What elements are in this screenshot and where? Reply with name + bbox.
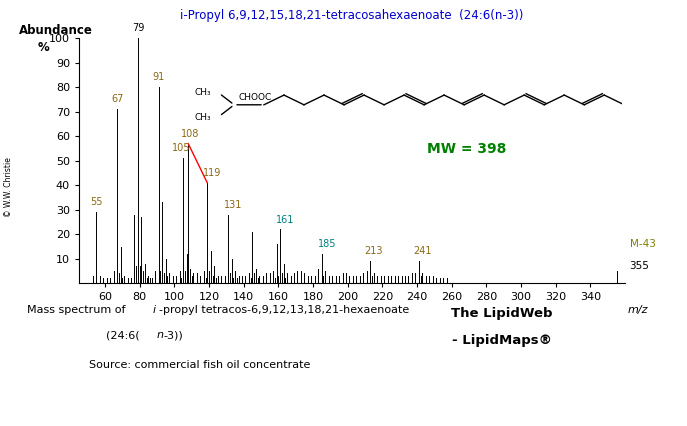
Text: 91: 91 — [153, 72, 165, 83]
Text: 105: 105 — [172, 144, 190, 153]
Text: Mass spectrum of: Mass spectrum of — [27, 305, 129, 314]
Text: (24:6(: (24:6( — [106, 330, 140, 340]
Text: © W.W. Christie: © W.W. Christie — [3, 158, 13, 217]
Text: 55: 55 — [90, 197, 102, 207]
Text: CH₃: CH₃ — [194, 87, 211, 97]
Text: 131: 131 — [224, 200, 243, 210]
Text: Abundance: Abundance — [19, 23, 93, 37]
Text: - LipidMaps®: - LipidMaps® — [451, 334, 552, 348]
Text: -propyl tetracos-6,9,12,13,18,21-hexaenoate: -propyl tetracos-6,9,12,13,18,21-hexaeno… — [159, 305, 409, 314]
Text: %: % — [38, 41, 49, 54]
Text: 213: 213 — [365, 246, 383, 256]
Text: MW = 398: MW = 398 — [427, 142, 506, 156]
Text: M-43: M-43 — [629, 239, 655, 249]
Text: The LipidWeb: The LipidWeb — [451, 307, 552, 320]
Text: 79: 79 — [132, 23, 144, 34]
Text: -3)): -3)) — [164, 330, 183, 340]
Text: 108: 108 — [181, 129, 199, 139]
Text: n: n — [157, 330, 164, 340]
Text: CH₃: CH₃ — [194, 113, 211, 122]
Text: CHOOC: CHOOC — [238, 93, 271, 102]
Text: 119: 119 — [203, 168, 222, 178]
Text: 67: 67 — [111, 95, 124, 104]
Text: 355: 355 — [629, 261, 649, 271]
Text: Source: commercial fish oil concentrate: Source: commercial fish oil concentrate — [89, 360, 311, 370]
Text: i: i — [153, 305, 156, 314]
Text: 185: 185 — [317, 239, 336, 249]
Text: 161: 161 — [276, 215, 295, 225]
Text: m/z: m/z — [628, 305, 649, 315]
Text: 241: 241 — [413, 246, 431, 256]
Text: i-Propyl 6,9,12,15,18,21-tetracosahexaenoate  (24:6(n-3)): i-Propyl 6,9,12,15,18,21-tetracosahexaen… — [181, 9, 523, 23]
